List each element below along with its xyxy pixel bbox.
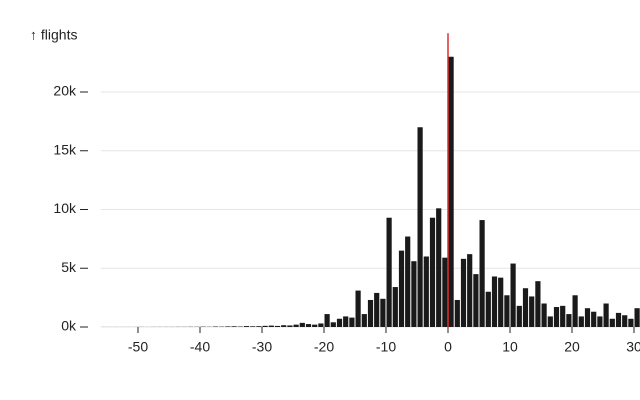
bar <box>541 303 547 327</box>
x-tick-label: 30 <box>626 339 640 355</box>
bar <box>429 217 436 327</box>
bar <box>516 305 522 327</box>
bar <box>597 316 603 327</box>
bar <box>547 316 553 327</box>
bar <box>448 56 454 327</box>
bar <box>615 312 622 327</box>
bar <box>380 298 386 327</box>
x-tick-label: -20 <box>314 339 334 355</box>
x-tick-label: 10 <box>502 339 518 355</box>
bar <box>591 311 597 327</box>
bar <box>262 325 268 327</box>
bar <box>268 325 274 327</box>
bar <box>553 307 560 327</box>
bar <box>225 326 231 327</box>
bar <box>343 316 349 327</box>
bar <box>299 322 305 327</box>
bar <box>411 261 417 327</box>
bar <box>473 274 479 327</box>
y-tick-label: 10k <box>53 200 77 216</box>
x-tick-label: -30 <box>252 339 272 355</box>
bar <box>274 325 281 327</box>
y-axis-label: ↑ flights <box>30 27 77 43</box>
bar <box>423 256 429 327</box>
x-tick-label: -50 <box>128 339 148 355</box>
bar <box>287 325 293 327</box>
bar <box>498 277 504 327</box>
bar <box>603 303 609 327</box>
bar <box>256 326 262 327</box>
bar <box>374 292 380 327</box>
bar <box>405 236 411 327</box>
bar <box>467 254 473 327</box>
bar <box>535 281 541 327</box>
bar <box>504 295 510 327</box>
bar <box>398 250 405 327</box>
bar <box>318 323 324 327</box>
bar <box>609 318 615 327</box>
x-tick-label: -10 <box>376 339 396 355</box>
bar <box>349 317 355 327</box>
bar <box>330 322 336 327</box>
bar <box>560 305 566 327</box>
bar <box>479 220 485 327</box>
bar <box>572 295 578 327</box>
y-tick-label: 20k <box>53 83 77 99</box>
x-tick-label: 0 <box>444 339 452 355</box>
bar <box>442 257 448 327</box>
bar <box>281 325 287 327</box>
bar <box>460 258 467 327</box>
bar <box>566 314 572 327</box>
bar <box>250 326 256 327</box>
bar <box>361 314 367 327</box>
bar <box>386 217 392 327</box>
bar <box>584 308 591 327</box>
bar <box>367 299 374 327</box>
bar <box>355 290 361 327</box>
bar <box>578 316 584 327</box>
bar <box>634 308 640 327</box>
bar <box>417 127 423 327</box>
y-tick-label: 5k <box>61 259 77 275</box>
bar <box>312 324 318 327</box>
bar <box>491 276 498 327</box>
bar <box>305 324 312 327</box>
bar <box>392 287 398 327</box>
bar <box>622 315 628 327</box>
bar <box>231 326 237 327</box>
bar <box>293 324 299 327</box>
bar <box>510 263 516 327</box>
bar <box>485 291 491 327</box>
x-tick-label: 20 <box>564 339 580 355</box>
y-tick-label: 0k <box>61 318 77 334</box>
bar <box>436 208 442 327</box>
bar <box>324 314 330 327</box>
bar <box>336 318 343 327</box>
bar <box>454 299 460 327</box>
bar <box>628 318 634 327</box>
x-tick-label: -40 <box>190 339 210 355</box>
y-tick-label: 15k <box>53 141 77 157</box>
bar <box>529 296 535 327</box>
bar <box>522 288 529 327</box>
bar <box>243 326 250 327</box>
